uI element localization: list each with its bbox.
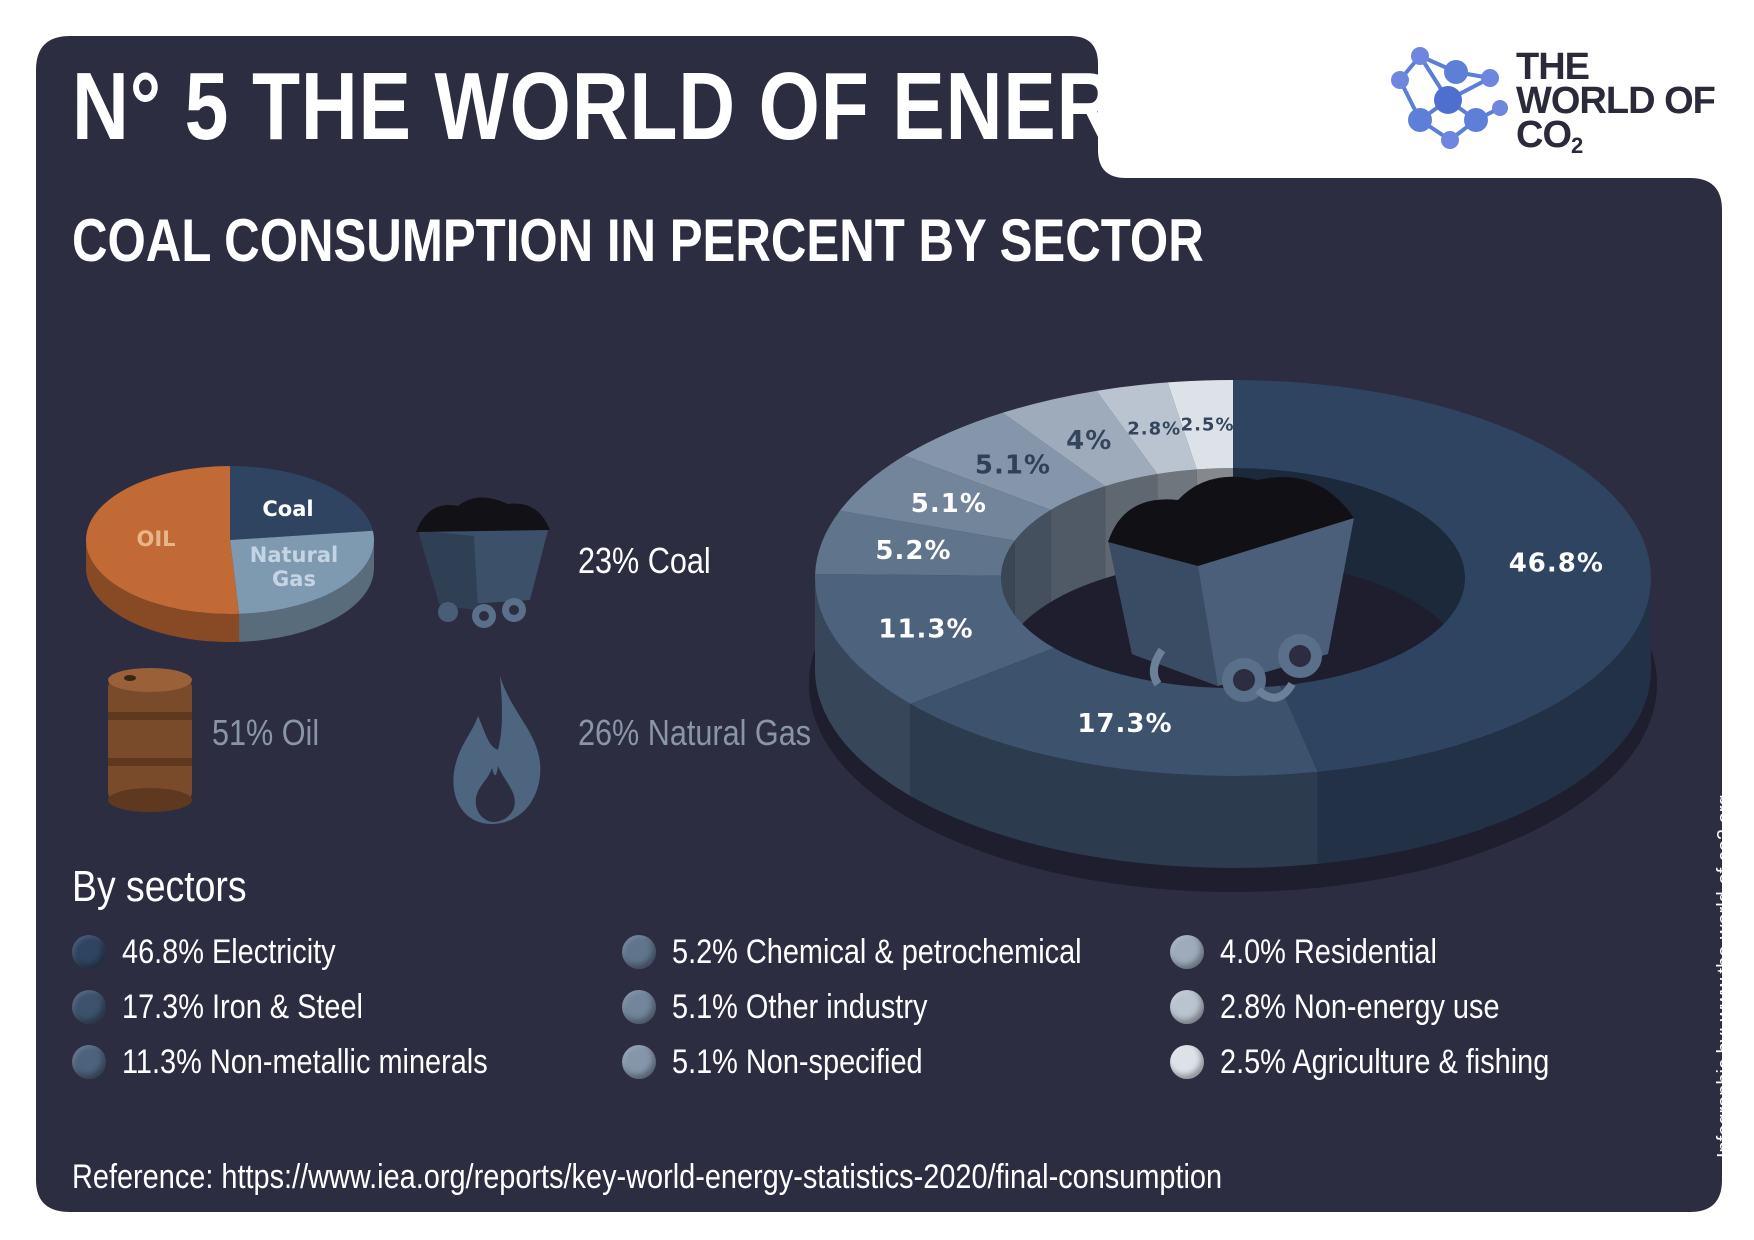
donut-slice-residential	[1002, 390, 1158, 487]
donut-outer-wall	[1317, 578, 1651, 864]
donut-outer-wall	[910, 703, 1318, 868]
donut-data-label: 5.2%	[875, 536, 951, 566]
donut-slice-other-industry	[839, 455, 1051, 541]
donut-slice-chemical-petrochemical	[815, 510, 1015, 576]
legend-label: 5.1% Non-specified	[672, 1042, 923, 1081]
pie-label-gas-1: Natural	[250, 543, 338, 567]
legend-title: By sectors	[72, 862, 247, 911]
legend-swatch	[72, 935, 106, 969]
gas-flame-icon	[453, 676, 541, 824]
legend-swatch	[1170, 990, 1204, 1024]
legend-swatch	[1170, 935, 1204, 969]
oil-barrel-icon	[108, 668, 192, 812]
legend-item: 5.1% Non-specified	[622, 1040, 967, 1084]
legend-item: 46.8% Electricity	[72, 930, 373, 974]
legend-item: 17.3% Iron & Steel	[72, 985, 406, 1029]
legend-label: 2.5% Agriculture & fishing	[1220, 1042, 1550, 1081]
pie-side-natural-gas	[239, 540, 374, 642]
logo-line-2: WORLD OF	[1516, 80, 1716, 122]
legend-label: 46.8% Electricity	[122, 932, 336, 971]
pie-label-coal: Coal	[262, 497, 313, 521]
donut-inner-wall	[1050, 486, 1106, 602]
donut-data-label: 2.8%	[1127, 419, 1181, 440]
legend-swatch	[1170, 1045, 1204, 1079]
chart-subtitle: COAL CONSUMPTION IN PERCENT BY SECTOR	[72, 207, 1204, 274]
legend-item: 5.1% Other industry	[622, 985, 972, 1029]
coal-cart-icon	[416, 497, 550, 628]
legend-label: 17.3% Iron & Steel	[122, 987, 363, 1026]
donut-slice-agriculture-fishing	[1167, 380, 1233, 470]
legend-item: 11.3% Non-metallic minerals	[72, 1040, 552, 1084]
donut-data-label: 11.3%	[878, 615, 973, 645]
gas-share-label: 26% Natural Gas	[578, 712, 812, 753]
donut-slice-non-energy-use	[1096, 382, 1197, 475]
legend-label: 5.1% Other industry	[672, 987, 928, 1026]
donut-outer-wall	[815, 578, 911, 796]
legend-swatch	[72, 990, 106, 1024]
donut-data-label: 5.1%	[975, 451, 1051, 481]
credit-text: Infographic by: www.the-world-of-co2.org	[1714, 794, 1736, 1159]
donut-slice-electricity	[1233, 380, 1651, 772]
coal-share-label: 23% Coal	[578, 540, 711, 581]
legend-label: 2.8% Non-energy use	[1220, 987, 1500, 1026]
pie-label-oil: OIL	[136, 527, 175, 551]
logo-line-1: THE	[1516, 46, 1590, 88]
logo-subscript: 2	[1571, 133, 1583, 158]
legend-item: 5.2% Chemical & petrochemical	[622, 930, 1154, 974]
legend-label: 5.2% Chemical & petrochemical	[672, 932, 1082, 971]
donut-data-label: 46.8%	[1509, 548, 1604, 578]
legend-swatch	[622, 990, 656, 1024]
donut-slice-non-metallic-minerals	[815, 573, 1054, 704]
pie-slice-natural-gas	[230, 530, 374, 614]
page-title: N° 5 THE WORLD OF ENERGY	[72, 53, 1230, 160]
oil-share-label: 51% Oil	[212, 712, 320, 753]
legend-item: 2.8% Non-energy use	[1170, 985, 1549, 1029]
logo-line-3: CO2	[1516, 116, 1715, 158]
donut-inner-wall	[1014, 509, 1051, 633]
donut-data-label: 2.5%	[1181, 414, 1235, 435]
pie-label-gas-2: Gas	[272, 567, 316, 591]
logo-co: CO	[1516, 114, 1572, 156]
legend-label: 4.0% Residential	[1220, 932, 1437, 971]
molecule-network-icon	[1391, 47, 1508, 149]
pie-slice-coal	[230, 466, 373, 540]
reference-text: Reference: https://www.iea.org/reports/k…	[72, 1158, 1223, 1196]
legend-item: 2.5% Agriculture & fishing	[1170, 1040, 1607, 1084]
pie-slice-oil	[86, 466, 240, 614]
donut-slice-non-specified	[904, 412, 1106, 510]
legend-swatch	[72, 1045, 106, 1079]
legend-item: 4.0% Residential	[1170, 930, 1475, 974]
legend-swatch	[622, 1045, 656, 1079]
legend-swatch	[622, 935, 656, 969]
coal-cart-large-icon	[1108, 476, 1354, 702]
donut-data-label: 5.1%	[911, 489, 987, 519]
pie-side-oil	[86, 540, 240, 642]
donut-data-label: 17.3%	[1077, 709, 1172, 739]
donut-slice-iron-steel	[910, 647, 1318, 776]
logo-text: THE WORLD OF CO2	[1516, 46, 1716, 158]
donut-data-label: 4%	[1066, 426, 1112, 456]
legend-label: 11.3% Non-metallic minerals	[122, 1042, 488, 1081]
